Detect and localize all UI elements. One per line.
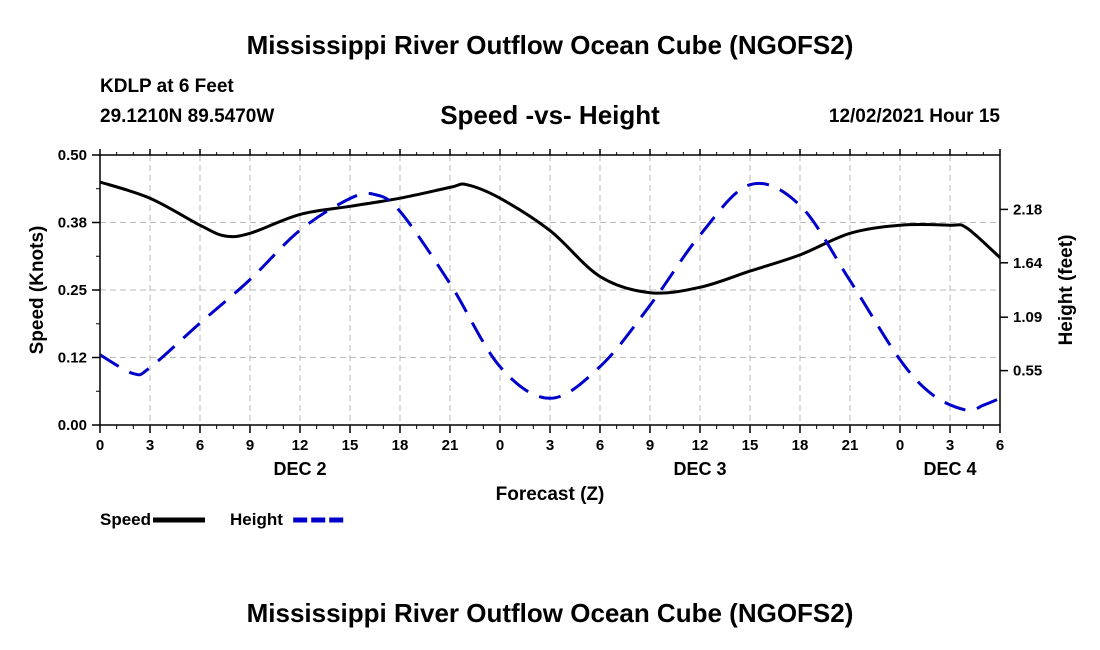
y2-tick-label: 1.09 xyxy=(1013,309,1042,326)
y-tick-label: 0.12 xyxy=(58,350,87,367)
y-tick-label: 0.00 xyxy=(58,417,87,434)
coordinates-label: 29.1210N 89.5470W xyxy=(100,106,275,127)
date-label: DEC 3 xyxy=(673,459,726,479)
series-line-height xyxy=(99,182,1001,413)
x-tick-label: 0 xyxy=(496,437,504,454)
x-tick-label: 21 xyxy=(842,437,859,454)
x-tick-label: 6 xyxy=(996,437,1004,454)
x-tick-label: 3 xyxy=(546,437,554,454)
x-tick-label: 6 xyxy=(196,437,204,454)
y-tick-label: 0.38 xyxy=(58,215,87,232)
x-tick-label: 6 xyxy=(596,437,604,454)
x-axis-label: Forecast (Z) xyxy=(496,484,605,505)
x-tick-label: 12 xyxy=(692,437,709,454)
x-tick-label: 12 xyxy=(292,437,309,454)
x-tick-label: 3 xyxy=(946,437,954,454)
y2-tick-label: 2.18 xyxy=(1013,201,1042,218)
date-label: DEC 4 xyxy=(923,459,976,479)
legend-label-height: Height xyxy=(230,510,283,529)
x-tick-label: 0 xyxy=(896,437,904,454)
series-line-speed xyxy=(99,180,1001,295)
x-tick-label: 15 xyxy=(742,437,759,454)
x-tick-label: 21 xyxy=(442,437,459,454)
chart-subtitle: Speed -vs- Height xyxy=(440,100,660,130)
y2-tick-label: 1.64 xyxy=(1013,255,1043,272)
y-tick-label: 0.50 xyxy=(58,147,87,164)
x-tick-label: 0 xyxy=(96,437,104,454)
forecast-datetime: 12/02/2021 Hour 15 xyxy=(828,106,1000,127)
x-tick-label: 3 xyxy=(146,437,154,454)
station-label: KDLP at 6 Feet xyxy=(100,76,234,97)
x-tick-label: 15 xyxy=(342,437,359,454)
series-lines xyxy=(99,180,1001,413)
main-title: Mississippi River Outflow Ocean Cube (NG… xyxy=(246,30,854,60)
y2-axis-label: Height (feet) xyxy=(1056,235,1077,346)
y-axis-label: Speed (Knots) xyxy=(27,226,48,355)
grid-lines xyxy=(100,155,1000,425)
axes: 0 3 6 9 12 15 18 21 0 3 6 9 12 15 18 21 0 3 6 DEC 2 DEC 3 DEC… xyxy=(58,147,1043,479)
legend-label-speed: Speed xyxy=(100,510,151,529)
legend: Speed Height xyxy=(100,510,346,529)
x-tick-label: 18 xyxy=(392,437,409,454)
y-tick-label: 0.25 xyxy=(58,282,87,299)
x-tick-label: 9 xyxy=(646,437,654,454)
y2-tick-label: 0.55 xyxy=(1013,363,1042,380)
footer-title: Mississippi River Outflow Ocean Cube (NG… xyxy=(246,598,854,628)
x-tick-label: 9 xyxy=(246,437,254,454)
date-label: DEC 2 xyxy=(273,459,326,479)
x-tick-label: 18 xyxy=(792,437,809,454)
